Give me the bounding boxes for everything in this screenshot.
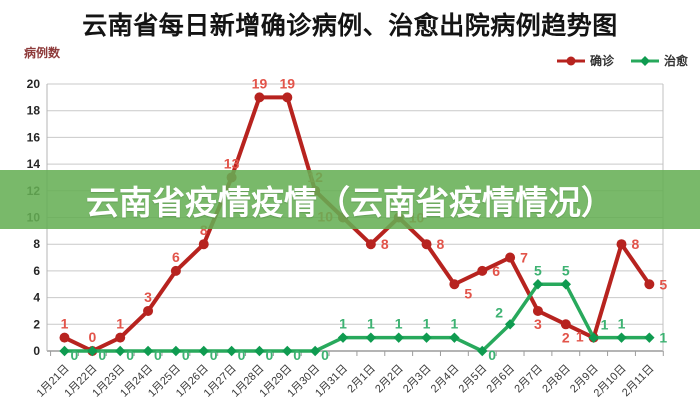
svg-text:20: 20 — [27, 77, 41, 91]
confirmed-series-marker-icon — [556, 56, 585, 65]
svg-text:2: 2 — [562, 329, 570, 345]
svg-text:0: 0 — [98, 347, 106, 363]
svg-text:6: 6 — [172, 249, 180, 265]
svg-text:2: 2 — [33, 317, 40, 331]
svg-text:0: 0 — [293, 347, 301, 363]
overlay-banner: 云南省疫情疫情（云南省疫情情况） — [0, 170, 700, 229]
svg-text:2月3日: 2月3日 — [401, 363, 434, 396]
svg-text:6: 6 — [492, 263, 500, 279]
cured-series-marker-icon — [630, 55, 659, 66]
svg-text:5: 5 — [659, 276, 667, 292]
svg-text:1: 1 — [601, 317, 609, 333]
svg-text:1: 1 — [61, 316, 69, 332]
svg-text:1: 1 — [367, 316, 375, 332]
svg-text:0: 0 — [321, 347, 329, 363]
svg-text:0: 0 — [88, 329, 96, 345]
svg-text:0: 0 — [182, 347, 190, 363]
svg-text:2月2日: 2月2日 — [373, 363, 406, 396]
svg-text:1: 1 — [451, 316, 459, 332]
svg-text:2月6日: 2月6日 — [485, 363, 518, 396]
chart-legend: 确诊 治愈 — [556, 52, 688, 69]
svg-text:14: 14 — [27, 157, 41, 171]
svg-text:7: 7 — [520, 250, 528, 266]
svg-text:1: 1 — [395, 316, 403, 332]
svg-text:0: 0 — [71, 347, 79, 363]
svg-text:8: 8 — [632, 236, 640, 252]
svg-text:1: 1 — [116, 316, 124, 332]
svg-text:0: 0 — [488, 347, 496, 363]
svg-text:0: 0 — [238, 347, 246, 363]
svg-text:0: 0 — [210, 347, 218, 363]
svg-text:1: 1 — [423, 316, 431, 332]
svg-text:5: 5 — [562, 262, 570, 278]
legend-label-confirmed: 确诊 — [589, 54, 614, 68]
svg-text:19: 19 — [280, 75, 296, 91]
svg-text:2月5日: 2月5日 — [457, 363, 490, 396]
svg-text:19: 19 — [252, 75, 268, 91]
overlay-banner-text: 云南省疫情疫情（云南省疫情情况） — [86, 183, 614, 221]
chart-title: 云南省每日新增确诊病例、治愈出院病例趋势图 — [82, 13, 618, 40]
svg-text:1: 1 — [339, 316, 347, 332]
legend-item-confirmed: 确诊 — [556, 52, 614, 69]
svg-text:8: 8 — [200, 222, 208, 238]
svg-text:5: 5 — [534, 262, 542, 278]
svg-text:0: 0 — [126, 347, 134, 363]
svg-text:2月8日: 2月8日 — [540, 363, 573, 396]
svg-text:5: 5 — [464, 285, 472, 301]
y-axis-label: 病例数 — [24, 46, 61, 60]
svg-text:6: 6 — [33, 264, 40, 278]
svg-text:0: 0 — [265, 347, 273, 363]
svg-text:18: 18 — [27, 104, 41, 118]
svg-text:1: 1 — [659, 330, 667, 346]
svg-text:8: 8 — [437, 236, 445, 252]
svg-text:13: 13 — [224, 155, 240, 171]
svg-text:2月4日: 2月4日 — [429, 363, 462, 396]
svg-text:2: 2 — [495, 304, 503, 320]
svg-text:1: 1 — [618, 316, 626, 332]
svg-text:8: 8 — [381, 236, 389, 252]
svg-text:0: 0 — [154, 347, 162, 363]
svg-text:3: 3 — [534, 316, 542, 332]
legend-label-cured: 治愈 — [663, 54, 688, 68]
svg-text:0: 0 — [33, 344, 40, 358]
svg-text:8: 8 — [33, 237, 40, 251]
svg-text:2月7日: 2月7日 — [512, 363, 545, 396]
svg-text:2月1日: 2月1日 — [345, 363, 378, 396]
svg-text:3: 3 — [144, 289, 152, 305]
svg-text:4: 4 — [33, 291, 40, 305]
svg-text:16: 16 — [27, 130, 41, 144]
legend-item-cured: 治愈 — [630, 52, 688, 69]
svg-text:1: 1 — [576, 329, 584, 345]
